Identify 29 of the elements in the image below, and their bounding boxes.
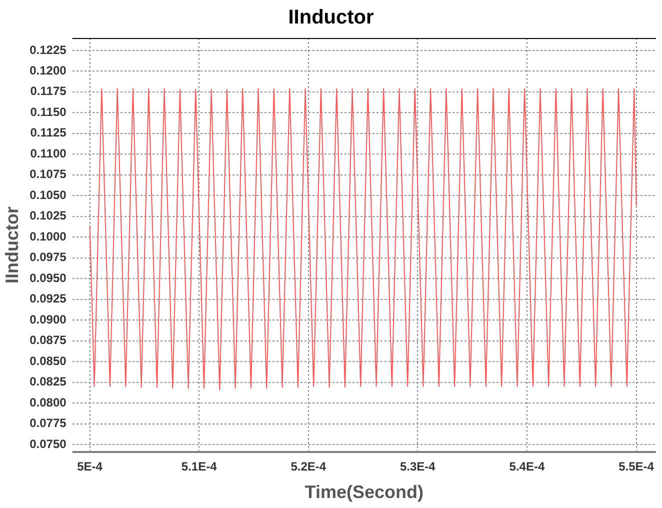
x-tick-label: 5.3E-4 <box>400 460 436 474</box>
y-tick-label: 0.0925 <box>30 292 67 306</box>
y-tick-label: 0.1075 <box>30 167 67 182</box>
x-axis-title: Time(Second) <box>304 482 424 502</box>
y-tick-label: 0.0950 <box>30 270 67 285</box>
y-tick-label: 0.0825 <box>30 374 67 389</box>
y-tick-label: 0.0750 <box>30 436 67 451</box>
y-tick-label: 0.0800 <box>30 395 67 410</box>
y-tick-label: 0.1125 <box>30 126 67 140</box>
x-tick-label: 5E-4 <box>77 460 103 474</box>
y-tick-label: 0.1225 <box>30 42 67 57</box>
x-tick-label: 5.2E-4 <box>290 460 326 474</box>
y-tick-label: 0.1025 <box>30 208 67 223</box>
x-tick-label: 5.5E-4 <box>618 460 654 474</box>
y-tick-label: 0.0850 <box>30 354 67 368</box>
chart-title: IInductor <box>288 6 374 29</box>
y-tick-label: 0.1050 <box>30 188 67 202</box>
y-tick-label: 0.0900 <box>30 312 67 326</box>
y-tick-label: 0.1175 <box>30 84 67 98</box>
x-tick-label: 5.1E-4 <box>181 460 218 474</box>
x-tick-label: 5.4E-4 <box>509 460 545 474</box>
y-tick-label: 0.0775 <box>30 416 67 430</box>
y-tick-label: 0.0875 <box>30 333 67 348</box>
y-tick-label: 0.1200 <box>30 64 67 78</box>
y-tick-label: 0.0975 <box>30 250 67 264</box>
y-tick-label: 0.1000 <box>30 229 67 244</box>
y-tick-label: 0.1150 <box>30 104 67 119</box>
y-tick-label: 0.1100 <box>30 146 67 160</box>
y-axis-title: IInductor <box>2 206 22 284</box>
